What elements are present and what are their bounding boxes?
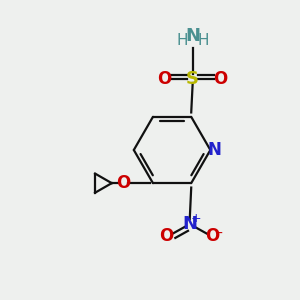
Text: -: - <box>218 227 223 241</box>
Text: O: O <box>158 70 172 88</box>
Text: S: S <box>186 70 199 88</box>
Text: +: + <box>191 212 202 225</box>
Text: H: H <box>177 33 188 48</box>
Text: H: H <box>197 33 209 48</box>
Text: O: O <box>205 227 219 245</box>
Text: O: O <box>159 227 173 245</box>
Text: N: N <box>182 215 197 233</box>
Text: O: O <box>116 174 130 192</box>
Text: O: O <box>214 70 228 88</box>
Text: N: N <box>208 141 222 159</box>
Text: N: N <box>185 27 200 45</box>
